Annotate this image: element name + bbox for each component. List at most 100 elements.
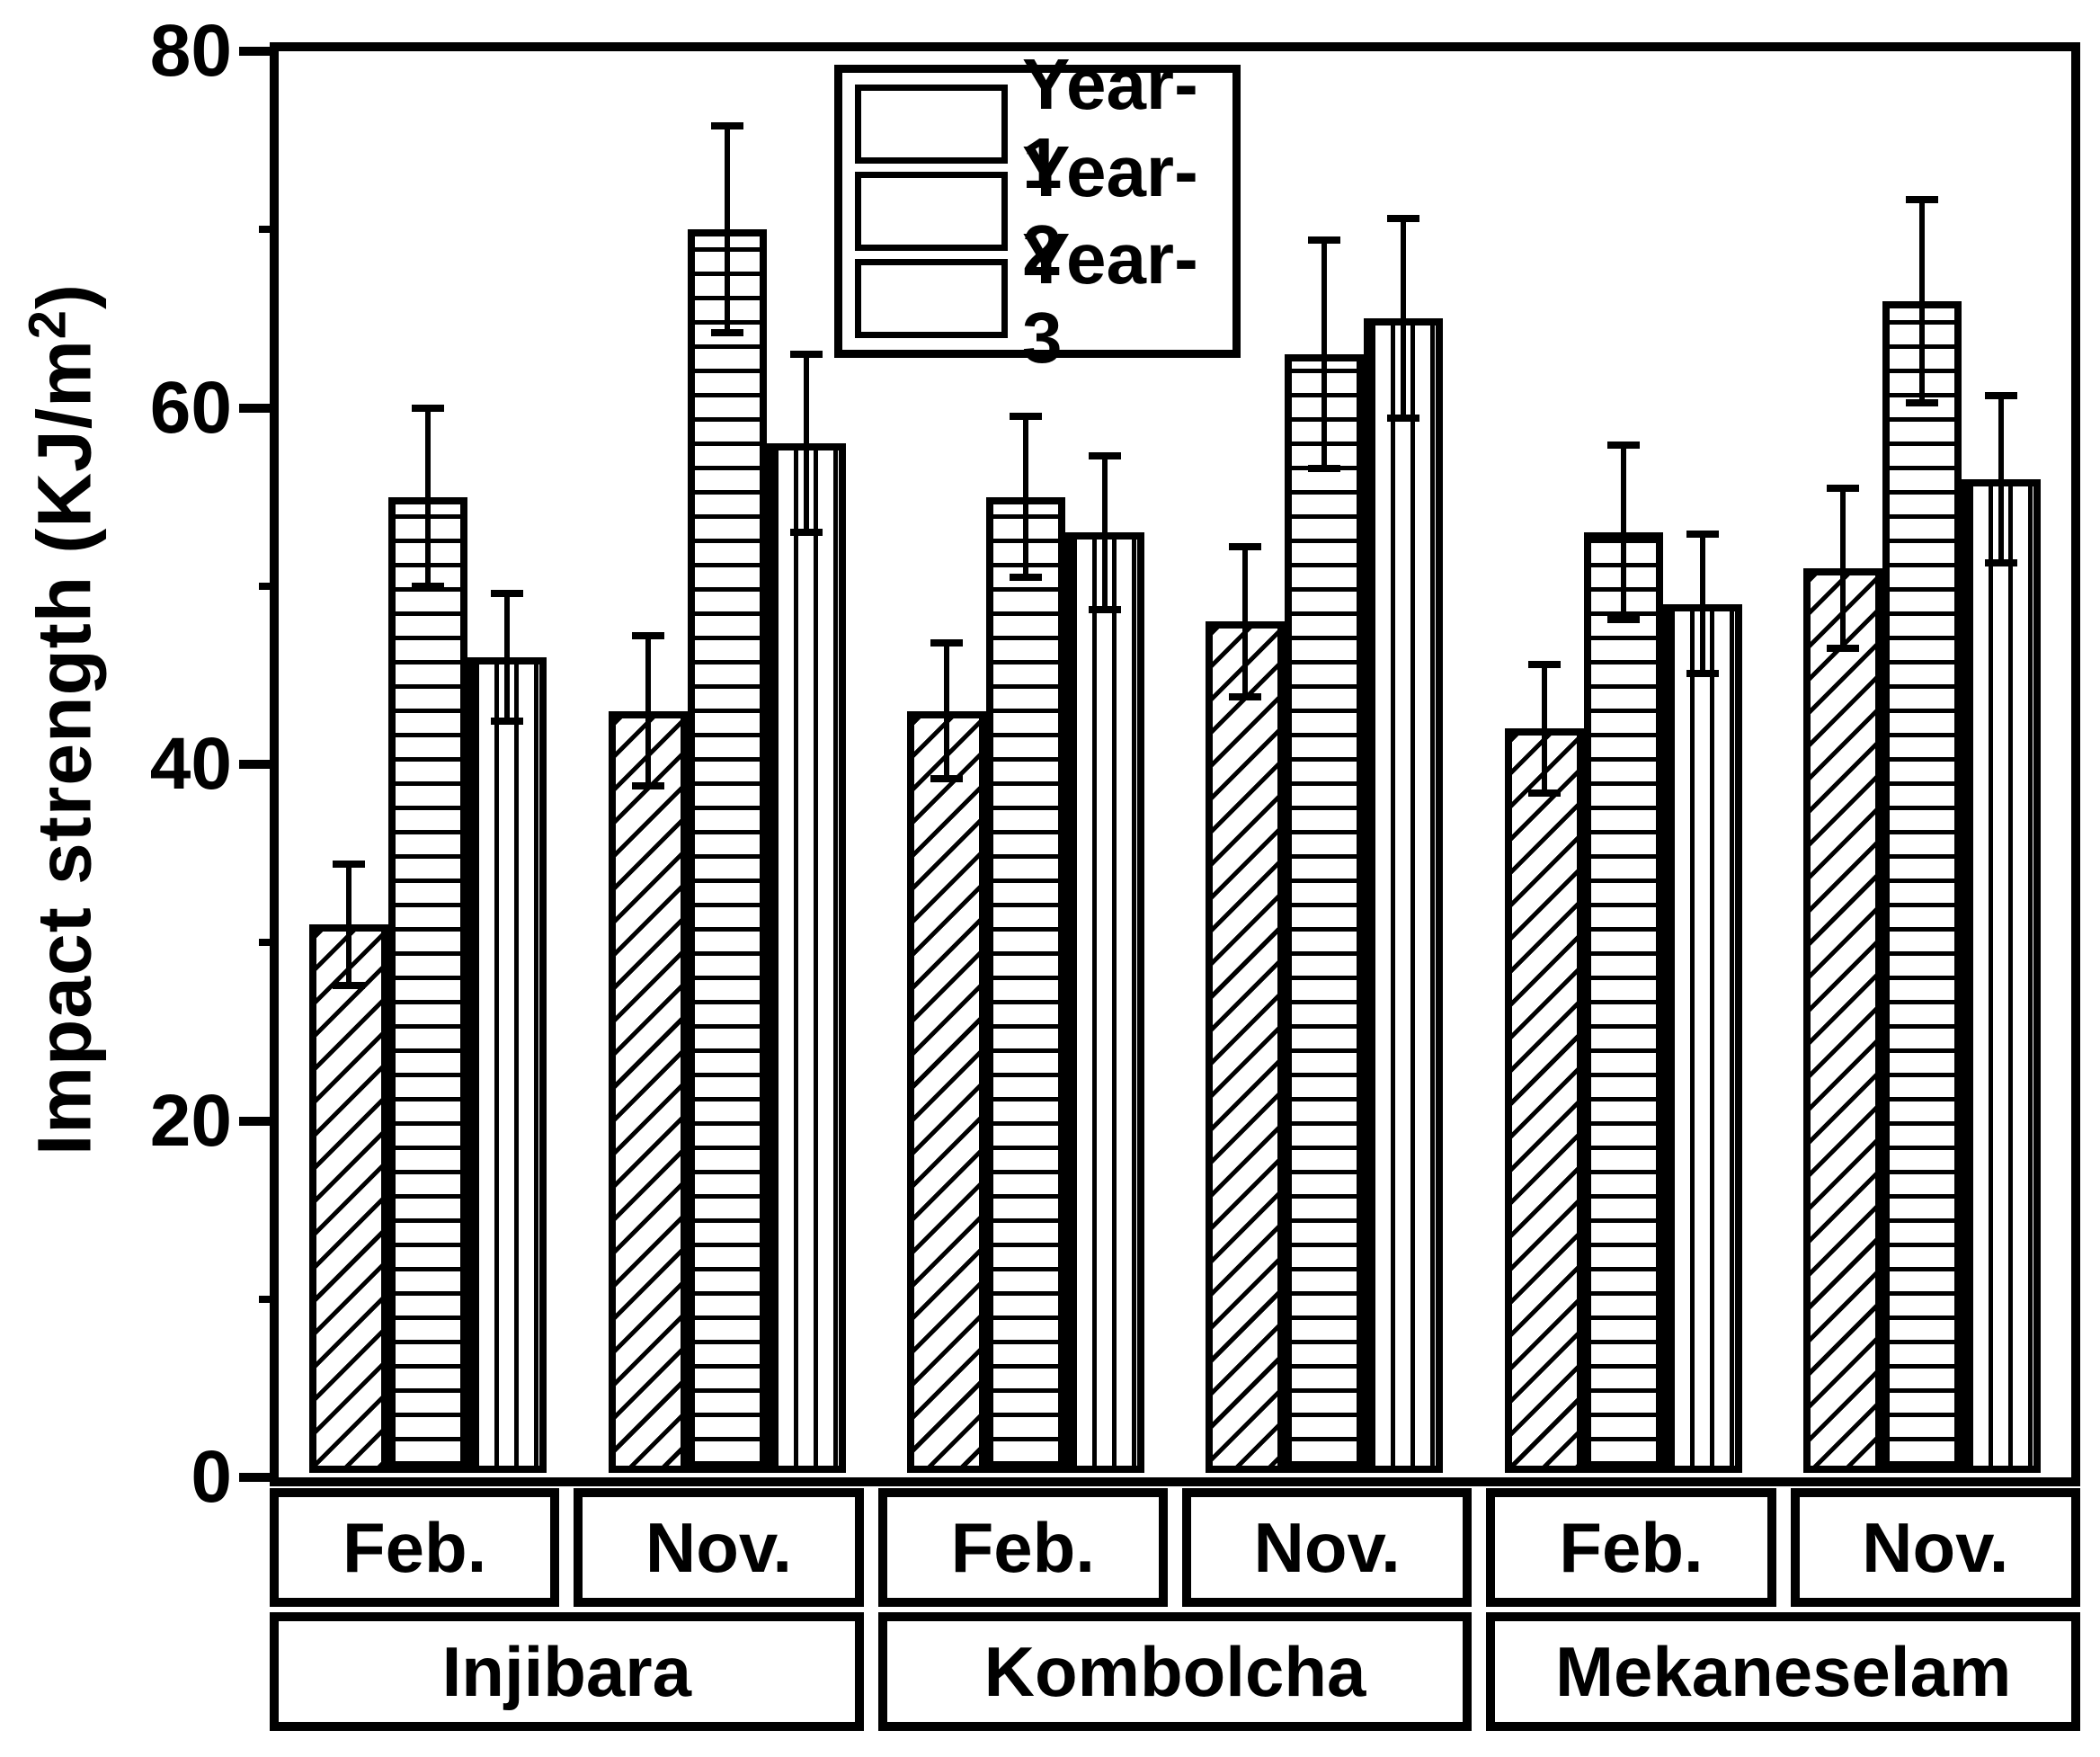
error-bar-cap-top-year-2-injibara-nov <box>710 122 743 130</box>
bar-year-3-injibara-feb <box>467 657 547 1473</box>
y-tick-major <box>239 760 270 769</box>
legend-entry-year-2: Year-2 <box>855 132 1220 290</box>
error-bar-line-year-2-injibara-nov <box>724 126 730 334</box>
error-bar-cap-bottom-year-2-kombolcha-nov <box>1308 464 1341 472</box>
error-bar-line-year-3-mekaneselam-nov <box>1998 395 2004 563</box>
error-bar-cap-top-year-1-injibara-nov <box>631 632 664 640</box>
bar-year-3-kombolcha-nov <box>1364 318 1444 1473</box>
error-bar-line-year-1-kombolcha-nov <box>1242 547 1249 697</box>
error-bar-line-year-2-injibara-feb <box>425 407 432 586</box>
error-bar-line-year-2-kombolcha-nov <box>1321 240 1328 468</box>
legend-entry-year-3: Year-3 <box>855 219 1220 378</box>
error-bar-line-year-3-kombolcha-feb <box>1101 456 1108 610</box>
error-bar-cap-top-year-1-mekaneselam-nov <box>1826 484 1859 492</box>
error-bar-cap-top-year-2-injibara-feb <box>412 404 445 412</box>
error-bar-line-year-3-mekaneselam-feb <box>1699 534 1705 673</box>
y-tick-minor <box>259 1295 279 1303</box>
error-bar-cap-top-year-3-injibara-feb <box>491 589 524 597</box>
error-bar-cap-top-year-3-injibara-nov <box>789 351 823 359</box>
error-bar-cap-bottom-year-2-injibara-nov <box>710 329 743 337</box>
bar-year-3-kombolcha-feb <box>1064 532 1144 1473</box>
error-bar-line-year-1-injibara-feb <box>346 864 352 986</box>
y-tick-minor <box>259 226 279 234</box>
error-bar-cap-top-year-2-kombolcha-feb <box>1009 413 1042 421</box>
bar-year-1-injibara-nov <box>608 711 688 1473</box>
error-bar-cap-bottom-year-1-mekaneselam-nov <box>1826 645 1859 653</box>
error-bar-cap-top-year-2-kombolcha-nov <box>1308 236 1341 245</box>
error-bar-line-year-1-injibara-nov <box>645 636 651 786</box>
error-bar-line-year-1-mekaneselam-feb <box>1541 664 1547 793</box>
bar-year-2-injibara-feb <box>388 497 468 1473</box>
bar-year-1-kombolcha-nov <box>1206 621 1286 1473</box>
bar-year-2-injibara-nov <box>687 229 767 1473</box>
error-bar-line-year-2-kombolcha-feb <box>1022 416 1028 577</box>
error-bar-line-year-1-kombolcha-feb <box>943 643 949 779</box>
error-bar-cap-bottom-year-1-injibara-feb <box>333 981 366 989</box>
y-tick-major <box>239 1473 270 1482</box>
legend-swatch-horizontal-icon <box>855 172 1008 251</box>
error-bar-line-year-3-injibara-feb <box>504 593 511 722</box>
y-tick-minor <box>259 939 279 947</box>
error-bar-cap-top-year-3-kombolcha-feb <box>1088 452 1121 460</box>
month-cell-0: Feb. <box>270 1488 560 1607</box>
error-bar-cap-top-year-3-kombolcha-nov <box>1387 215 1420 223</box>
month-cell-3: Nov. <box>1181 1488 1473 1607</box>
y-axis-title-suffix: ) <box>22 282 107 309</box>
error-bar-cap-bottom-year-1-kombolcha-feb <box>930 774 963 782</box>
error-bar-cap-top-year-3-mekaneselam-feb <box>1686 531 1719 539</box>
y-tick-label: 40 <box>149 723 232 805</box>
y-tick-label: 20 <box>149 1079 232 1162</box>
bar-year-3-injibara-nov <box>766 443 846 1473</box>
error-bar-cap-top-year-2-mekaneselam-feb <box>1606 441 1640 450</box>
legend-swatch-diagonal-icon <box>855 85 1008 164</box>
error-bar-line-year-3-kombolcha-nov <box>1401 219 1407 419</box>
location-cell-mekaneselam: Mekaneselam <box>1486 1612 2081 1731</box>
location-cell-injibara: Injibara <box>270 1612 864 1731</box>
bar-year-2-mekaneselam-nov <box>1882 301 1962 1473</box>
bar-year-2-mekaneselam-feb <box>1583 532 1663 1473</box>
legend-swatch-vertical-icon <box>855 259 1008 338</box>
month-label-row: Feb. Nov. Feb. Nov. Feb. Nov. <box>270 1488 2080 1607</box>
bar-year-1-kombolcha-feb <box>906 711 986 1473</box>
error-bar-cap-bottom-year-2-mekaneselam-feb <box>1606 616 1640 624</box>
y-tick-major <box>239 1116 270 1126</box>
error-bar-cap-top-year-1-kombolcha-feb <box>930 639 963 647</box>
y-tick-label: 80 <box>149 10 232 92</box>
error-bar-cap-bottom-year-2-injibara-feb <box>412 582 445 590</box>
error-bar-cap-bottom-year-1-mekaneselam-feb <box>1527 789 1561 797</box>
legend-label: Year-3 <box>1022 219 1198 378</box>
legend-entry-year-1: Year-1 <box>855 45 1220 203</box>
month-cell-1: Nov. <box>574 1488 864 1607</box>
legend-label: Year-2 <box>1022 131 1198 290</box>
y-tick-major <box>239 403 270 413</box>
error-bar-cap-top-year-2-mekaneselam-nov <box>1905 195 1938 203</box>
location-label-row: Injibara Kombolcha Mekaneselam <box>270 1612 2081 1731</box>
month-cell-5: Nov. <box>1790 1488 2080 1607</box>
bar-year-3-mekaneselam-feb <box>1662 604 1742 1473</box>
bar-year-2-kombolcha-nov <box>1285 354 1365 1473</box>
location-cell-kombolcha: Kombolcha <box>877 1612 1473 1731</box>
error-bar-cap-top-year-3-mekaneselam-nov <box>1984 391 2017 399</box>
error-bar-cap-bottom-year-3-mekaneselam-feb <box>1686 669 1719 677</box>
error-bar-cap-bottom-year-3-mekaneselam-nov <box>1984 558 2017 566</box>
bar-year-1-mekaneselam-feb <box>1504 728 1584 1473</box>
error-bar-line-year-1-mekaneselam-nov <box>1839 487 1846 649</box>
bar-year-1-injibara-feb <box>309 924 389 1473</box>
error-bar-cap-bottom-year-1-injibara-nov <box>631 781 664 789</box>
legend: Year-1 Year-2 Year-3 <box>834 45 1241 378</box>
bar-year-3-mekaneselam-nov <box>1961 479 2041 1473</box>
error-bar-cap-bottom-year-2-kombolcha-feb <box>1009 573 1042 581</box>
error-bar-cap-bottom-year-3-kombolcha-nov <box>1387 415 1420 423</box>
y-tick-major <box>239 47 270 56</box>
error-bar-cap-bottom-year-3-injibara-nov <box>789 529 823 537</box>
bar-year-2-kombolcha-feb <box>985 497 1065 1473</box>
error-bar-line-year-2-mekaneselam-feb <box>1620 445 1626 620</box>
bar-year-1-mekaneselam-nov <box>1802 568 1882 1473</box>
y-tick-label: 60 <box>149 366 232 449</box>
error-bar-cap-bottom-year-3-injibara-feb <box>491 718 524 726</box>
error-bar-cap-top-year-1-mekaneselam-feb <box>1527 660 1561 668</box>
y-tick-label: 0 <box>191 1436 232 1518</box>
legend-label: Year-1 <box>1022 44 1198 203</box>
y-tick-minor <box>259 582 279 590</box>
